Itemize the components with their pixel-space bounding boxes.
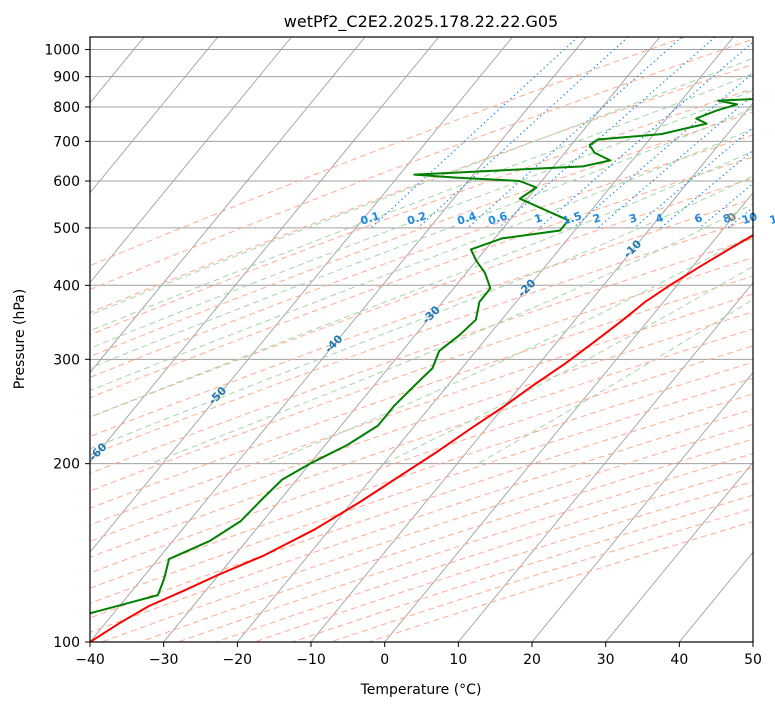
y-tick-label: 700: [53, 134, 80, 150]
moist-adiabat-line: [90, 73, 753, 332]
mixing-ratio-label: 1: [533, 211, 544, 226]
x-tick-label: 20: [523, 652, 541, 668]
dry-adiabat-line: [90, 198, 753, 438]
mixing-ratio-line: [539, 41, 753, 229]
x-tick-label: 30: [597, 652, 615, 668]
isotherm-line: [384, 192, 753, 642]
mixing-ratio-label: 0.1: [359, 209, 382, 227]
moist-adiabat-line: [267, 233, 753, 465]
mixing-ratio-line: [633, 126, 753, 229]
mixing-ratio-label: 4: [654, 211, 666, 226]
isotherm-line: [457, 281, 753, 642]
x-axis-title: Temperature (°C): [360, 682, 482, 698]
isotherm-line: [605, 461, 753, 642]
dry-adiabat-line: [90, 311, 753, 542]
mixing-ratio-line: [467, 37, 683, 229]
x-tick-label: −20: [223, 652, 253, 668]
y-tick-label: 800: [53, 100, 80, 116]
y-tick-label: 100: [53, 635, 80, 651]
isotherm-line: [90, 37, 366, 374]
isotherm-line: [163, 37, 661, 642]
y-axis-title: Pressure (hPa): [12, 289, 28, 389]
y-tick-label: 400: [53, 278, 80, 294]
x-tick-label: −30: [149, 652, 179, 668]
isotherm-line: [90, 37, 513, 553]
dewpoint-profile-line: [90, 98, 753, 615]
y-tick-label: 1000: [44, 43, 80, 59]
dry-adiabat-line: [90, 275, 753, 509]
background-grid: [90, 37, 753, 642]
mixing-ratio-label: 8: [721, 211, 732, 226]
y-tick-label: 200: [53, 457, 80, 473]
x-tick-label: 0: [380, 652, 389, 668]
moist-adiabat-line: [90, 89, 753, 349]
plot-frame: [89, 36, 754, 643]
isotherm-line: [90, 37, 440, 464]
dry-adiabat-line: [90, 38, 753, 291]
chart-title: wetPf2_C2E2.2025.178.22.22.G05: [284, 12, 558, 32]
y-tick-label: 300: [53, 352, 80, 368]
moist-adiabat-line: [90, 57, 753, 316]
dry-adiabat-line: [90, 177, 753, 418]
isotherm-line: [531, 371, 753, 642]
moist-adiabat-line: [90, 150, 753, 418]
mixing-ratio-label: 10: [740, 210, 759, 227]
isotherm-line: [90, 37, 292, 284]
dry-adiabat-line: [90, 393, 753, 619]
x-tick-label: −40: [75, 652, 105, 668]
mixing-ratio-label: 13: [768, 210, 775, 227]
x-tick-label: 50: [744, 652, 762, 668]
isotherm-line: [90, 37, 219, 194]
dry-adiabat-line: [90, 361, 753, 589]
y-tick-label: 900: [53, 70, 80, 86]
mixing-ratio-line: [498, 37, 716, 229]
dry-adiabat-line: [90, 37, 686, 267]
mixing-ratio-label: 3: [627, 211, 638, 226]
y-tick-label: 500: [53, 221, 80, 237]
axes: −40 −30 −20 −10 0 10 20 30 40 5010020030040050060…: [44, 43, 762, 668]
isotherm-line: [90, 37, 587, 642]
profile-lines: [90, 98, 753, 642]
x-tick-label: 10: [449, 652, 467, 668]
x-tick-label: 40: [670, 652, 688, 668]
dry-adiabat-line: [90, 218, 753, 456]
moist-adiabat-line: [90, 107, 753, 369]
moist-adiabat-line: [150, 203, 753, 465]
mixing-ratio-label: 6: [693, 211, 705, 226]
temperature-profile-line: [90, 234, 753, 642]
dry-adiabat-line: [90, 88, 753, 336]
y-tick-label: 600: [53, 174, 80, 190]
dry-adiabat-line: [90, 256, 753, 492]
mixing-ratio-label: 0.4: [456, 209, 479, 227]
x-tick-label: −10: [296, 652, 326, 668]
mixing-ratio-label: 1.5: [561, 209, 584, 227]
mixing-ratio-label: 0.6: [486, 209, 509, 227]
mixing-ratio-label: 0.2: [406, 209, 429, 227]
isotherm-line: [236, 37, 734, 642]
mixing-ratio-label: 2: [591, 211, 602, 226]
isotherm-line: [310, 102, 753, 642]
